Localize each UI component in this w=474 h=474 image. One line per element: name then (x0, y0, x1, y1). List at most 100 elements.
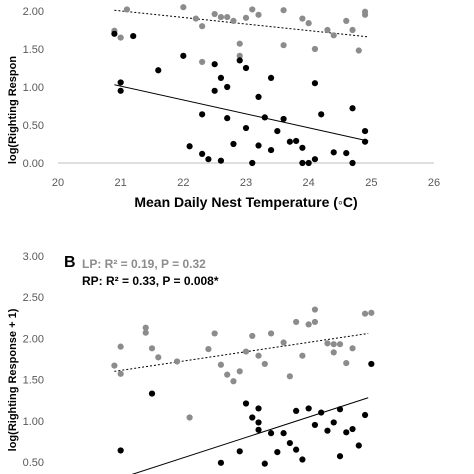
point-rp (299, 144, 306, 151)
point-rp (293, 446, 300, 453)
point-lp (255, 11, 262, 18)
point-lp (330, 341, 337, 348)
point-lp (211, 330, 218, 337)
point-lp (286, 373, 293, 380)
point-lp (173, 358, 181, 365)
point-lp (142, 324, 149, 331)
point-lp (142, 329, 149, 336)
point-rp (280, 430, 287, 437)
panel-a-x-axis-label: Mean Daily Nest Temperature (◦C) (134, 194, 357, 210)
panel-b-label-box (61, 251, 81, 271)
trendline-rp (114, 84, 369, 142)
point-rp (217, 74, 225, 81)
point-rp (117, 87, 124, 94)
point-rp (236, 448, 243, 455)
point-rp (349, 425, 356, 433)
point-rp (361, 138, 369, 145)
point-rp (267, 146, 275, 154)
point-rp (230, 140, 237, 148)
x-tick-label: 23 (240, 177, 252, 189)
point-lp (217, 361, 225, 368)
point-lp (249, 6, 256, 13)
point-rp (242, 400, 250, 407)
x-tick-label: 21 (115, 177, 127, 189)
point-lp (299, 15, 306, 22)
point-lp (148, 345, 156, 352)
panel-a-points (111, 4, 369, 167)
point-lp (155, 354, 162, 361)
point-lp (280, 7, 287, 14)
point-rp (318, 409, 325, 416)
point-lp (111, 362, 118, 369)
point-lp (336, 341, 344, 348)
point-rp (299, 159, 306, 167)
point-rp (224, 115, 231, 122)
y-tick-label: 0.50 (23, 457, 44, 469)
point-lp (280, 339, 287, 346)
point-rp (318, 111, 325, 118)
y-tick-label: 2.50 (23, 292, 44, 304)
panel-a-y-ticks: 0.00 0.50 1.00 1.50 2.00 (23, 6, 44, 170)
point-lp (311, 318, 319, 326)
point-lp (280, 42, 287, 49)
point-rp (242, 124, 250, 132)
point-rp (261, 114, 268, 121)
point-rp (255, 93, 262, 100)
point-lp (224, 13, 231, 21)
point-lp (305, 20, 312, 27)
point-rp (130, 32, 137, 40)
point-rp (274, 127, 281, 135)
point-rp (205, 156, 212, 163)
y-tick-label: 3.00 (23, 251, 44, 263)
panel-b: B LP: R² = 0.19, P = 0.32 RP: R² = 0.33,… (7, 251, 375, 474)
point-lp (361, 310, 369, 317)
point-rp (343, 429, 350, 436)
point-lp (117, 343, 124, 350)
point-lp (242, 14, 250, 21)
point-lp (311, 306, 319, 313)
point-rp (274, 449, 281, 456)
point-rp (255, 142, 262, 149)
point-rp (280, 115, 287, 123)
point-lp (349, 26, 356, 34)
point-lp (192, 15, 199, 22)
point-rp (355, 442, 362, 449)
point-lp (117, 34, 124, 41)
point-rp (255, 426, 262, 433)
point-rp (311, 80, 319, 87)
point-lp (324, 26, 331, 34)
point-rp (324, 427, 331, 434)
point-lp (324, 340, 331, 347)
point-rp (368, 360, 375, 368)
point-lp (368, 309, 375, 316)
point-lp (224, 371, 231, 378)
point-rp (299, 456, 306, 463)
point-lp (180, 4, 187, 11)
point-rp (249, 159, 256, 167)
x-tick-label: 20 (52, 177, 64, 189)
point-rp (286, 138, 293, 145)
y-tick-label: 1.00 (23, 82, 44, 94)
point-rp (255, 405, 262, 412)
point-rp (111, 30, 118, 37)
point-lp (236, 52, 243, 59)
point-rp (361, 127, 369, 135)
point-rp (211, 87, 218, 94)
panel-b-trendlines (114, 332, 369, 474)
y-tick-label: 2.00 (23, 333, 44, 345)
point-lp (186, 414, 193, 421)
point-rp (211, 61, 218, 68)
point-lp (199, 23, 206, 30)
point-rp (224, 83, 231, 91)
y-tick-label: 1.00 (23, 416, 44, 428)
point-rp (330, 149, 337, 156)
point-lp (305, 321, 312, 328)
point-lp (361, 11, 369, 18)
point-lp (230, 378, 237, 385)
point-lp (261, 360, 268, 368)
point-rp (117, 447, 124, 454)
point-rp (349, 159, 356, 167)
panel-a: log(Righting Respon 0.00 0.50 1.00 1.50 2.00… (7, 4, 440, 210)
point-lp (123, 6, 131, 13)
point-rp (330, 419, 337, 426)
